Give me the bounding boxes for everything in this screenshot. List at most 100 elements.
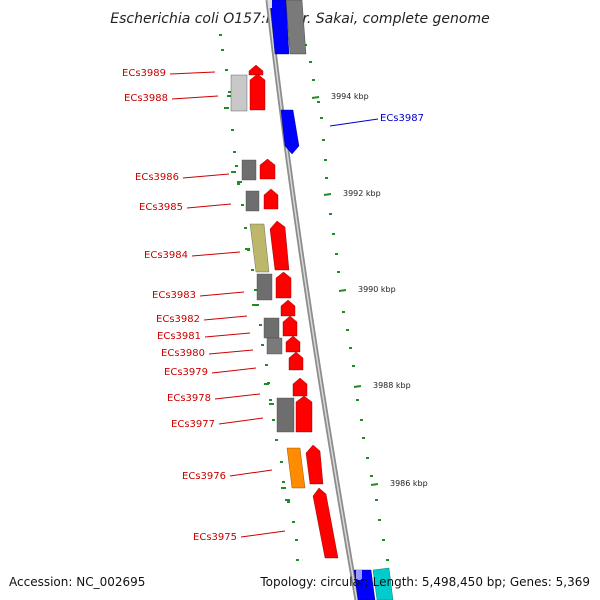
scale-tick xyxy=(338,289,347,292)
ring-dot xyxy=(269,399,272,401)
scale-tick xyxy=(353,385,362,388)
gene-leader-line xyxy=(329,118,379,127)
ring-dot xyxy=(244,227,247,229)
scale-tick-label: 3994 kbp xyxy=(331,92,369,101)
cds-block xyxy=(245,190,260,212)
cds-block xyxy=(285,0,307,55)
forward-gene-block xyxy=(285,335,301,353)
cds-block xyxy=(256,273,273,301)
ring-dot xyxy=(221,49,224,51)
ring-dot xyxy=(366,457,369,459)
ring-dot xyxy=(375,499,378,501)
ring-dot xyxy=(241,204,244,206)
forward-gene-block xyxy=(263,188,279,210)
gene-leader-line xyxy=(203,315,248,321)
gene-leader-line xyxy=(186,203,232,209)
ring-dot xyxy=(235,165,238,167)
cds-block xyxy=(249,223,270,273)
forward-gene-block xyxy=(269,220,290,271)
gene-label: ECs3977 xyxy=(171,419,215,430)
gene-leader-line xyxy=(218,417,264,425)
forward-gene-block xyxy=(249,73,266,111)
ring-dot xyxy=(352,365,355,367)
ring-dot xyxy=(309,61,312,63)
ring-dash xyxy=(269,403,274,405)
cds-block xyxy=(241,159,257,181)
gene-leader-line xyxy=(208,349,254,355)
cds-block xyxy=(266,337,283,355)
cds-block xyxy=(230,74,248,112)
gene-label: ECs3987 xyxy=(380,113,424,124)
gene-leader-line xyxy=(199,291,245,297)
ring-dot xyxy=(219,34,222,36)
gene-leader-line xyxy=(214,393,261,400)
ring-dot xyxy=(320,117,323,119)
gene-label: ECs3975 xyxy=(193,532,237,543)
gene-label: ECs3985 xyxy=(139,202,183,213)
ring-dot xyxy=(280,461,283,463)
gene-leader-line xyxy=(191,251,241,257)
gene-leader-line xyxy=(204,332,251,338)
gene-label: ECs3986 xyxy=(135,172,179,183)
ring-dash xyxy=(237,181,242,183)
gene-leader-line xyxy=(182,173,230,179)
reverse-gene-block xyxy=(280,109,300,155)
forward-gene-block xyxy=(280,299,296,317)
gene-leader-line xyxy=(211,367,257,374)
ring-dash xyxy=(224,107,229,109)
ring-dot xyxy=(378,519,381,521)
gene-labels: ECs3989 ECs3988 ECs3987 ECs3986 ECs3985 ECs39… xyxy=(122,68,424,543)
forward-gene-block xyxy=(288,351,304,371)
ring-dot xyxy=(386,559,389,561)
gene-label: ECs3980 xyxy=(161,348,205,359)
forward-gene-block xyxy=(292,377,308,397)
reverse-gene-block xyxy=(269,0,290,55)
cds-block xyxy=(286,447,306,489)
cds-block xyxy=(356,570,362,580)
ring-dot xyxy=(259,324,262,326)
gene-label: ECs3984 xyxy=(144,250,188,261)
gene-label: ECs3982 xyxy=(156,314,200,325)
ring-dot xyxy=(233,151,236,153)
ring-dot xyxy=(282,481,285,483)
gene-leader-line xyxy=(169,71,216,75)
scale-ticks: 3994 kbp 3992 kbp 3990 kbp 3988 kbp 3986 kbp xyxy=(311,92,428,488)
ring-dot xyxy=(295,539,298,541)
ring-dot xyxy=(360,419,363,421)
ring-dot xyxy=(275,439,278,441)
scale-tick-label: 3990 kbp xyxy=(358,285,396,294)
ring-dot xyxy=(292,521,295,523)
ring-dot xyxy=(237,183,240,185)
forward-gene-block xyxy=(275,271,292,299)
forward-gene-block xyxy=(295,395,313,433)
cds-block xyxy=(276,397,295,433)
ring-dot xyxy=(296,559,299,561)
genome-backbone xyxy=(265,0,360,600)
scale-tick xyxy=(323,193,332,196)
forward-gene-block xyxy=(312,487,339,559)
scale-tick xyxy=(311,96,320,99)
ring-dash xyxy=(245,248,250,250)
scale-tick-label: 3992 kbp xyxy=(343,189,381,198)
ring-dash xyxy=(285,499,290,501)
gene-label: ECs3976 xyxy=(182,471,226,482)
ring-dot xyxy=(324,159,327,161)
ring-dot xyxy=(332,233,335,235)
forward-gene-block xyxy=(282,315,298,337)
ring-dot xyxy=(362,437,365,439)
ring-dot xyxy=(312,79,315,81)
gene-label: ECs3978 xyxy=(167,393,211,404)
ring-dash xyxy=(264,383,269,385)
ring-dot xyxy=(256,304,259,306)
ring-dot xyxy=(335,253,338,255)
ring-dot xyxy=(254,289,257,291)
cds-block xyxy=(372,567,394,600)
forward-gene-block xyxy=(248,64,264,76)
gene-label: ECs3988 xyxy=(124,93,168,104)
ring-dot xyxy=(346,329,349,331)
ring-dot xyxy=(329,213,332,215)
ring-dot xyxy=(337,271,340,273)
scale-tick xyxy=(370,483,379,486)
ring-dot xyxy=(317,101,320,103)
gene-label: ECs3983 xyxy=(152,290,196,301)
